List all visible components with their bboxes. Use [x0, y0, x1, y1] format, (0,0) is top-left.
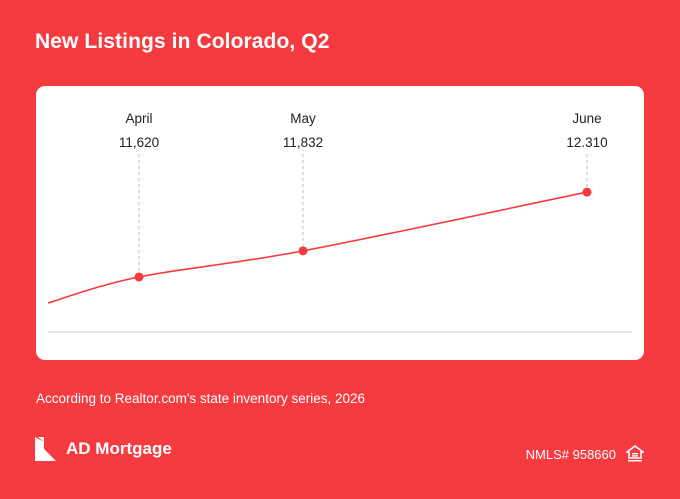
equal-housing-icon: [626, 445, 644, 462]
chart-title: New Listings in Colorado, Q2: [35, 30, 330, 53]
category-label: May: [290, 111, 316, 126]
data-label: 11,832: [283, 135, 323, 150]
category-label: June: [572, 111, 601, 126]
source-note: According to Realtor.com's state invento…: [36, 391, 365, 406]
data-point: [582, 187, 592, 197]
data-point: [298, 246, 308, 256]
brand: AD Mortgage: [35, 437, 172, 461]
series-line: [47, 191, 588, 304]
data-label: 12.310: [566, 135, 607, 150]
chart-card: April 11,620 May 11,832 June 12.310: [36, 86, 644, 360]
nmls-number: NMLS# 958660: [525, 446, 616, 462]
category-label: April: [125, 111, 152, 126]
ad-mortgage-logo-icon: [35, 437, 56, 461]
line-chart: April 11,620 May 11,832 June 12.310: [47, 111, 632, 333]
nmls-block: NMLS# 958660: [526, 445, 644, 463]
brand-name: AD Mortgage: [66, 439, 172, 458]
data-point: [134, 272, 144, 282]
data-label: 11,620: [119, 135, 159, 150]
